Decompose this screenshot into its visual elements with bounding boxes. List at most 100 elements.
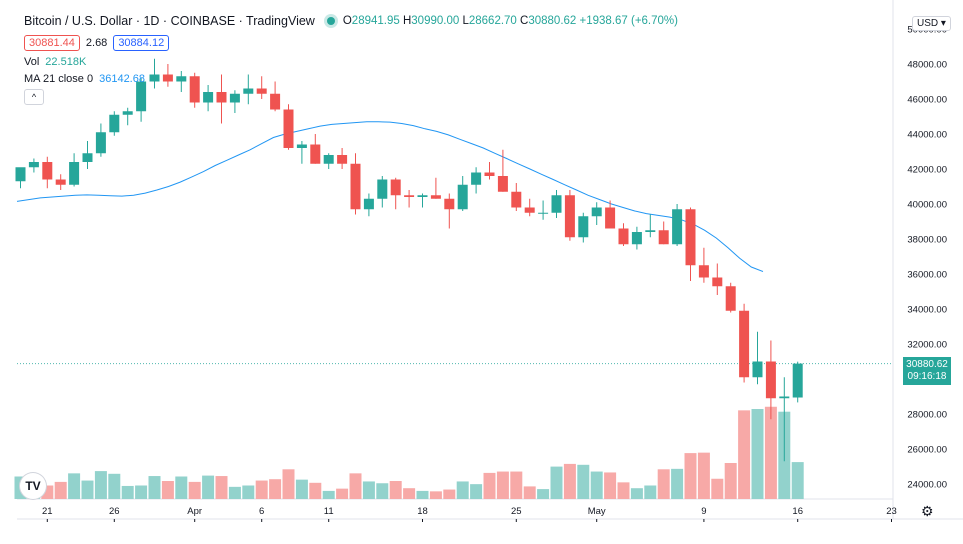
volume-bar (537, 489, 550, 499)
volume-bar (228, 486, 241, 499)
volume-bar (496, 471, 509, 499)
spread-value: 2.68 (85, 37, 108, 49)
ma-value: 36142.68 (99, 73, 145, 85)
volume-bar (94, 471, 107, 499)
candle-body (484, 172, 495, 176)
candle-body (216, 92, 227, 103)
volume-bar (617, 482, 630, 499)
y-tick-label: 44000.00 (907, 130, 947, 141)
y-tick-label: 32000.00 (907, 340, 947, 351)
candle-body (310, 144, 321, 164)
volume-bar (389, 481, 402, 499)
volume-bar (336, 488, 349, 499)
volume-bar (751, 409, 764, 499)
candle-body (538, 212, 549, 214)
gear-icon[interactable]: ⚙ (921, 503, 934, 519)
volume-bar (295, 479, 308, 499)
trade-prices: 30881.44 2.68 30884.12 (24, 35, 170, 51)
volume-bar (657, 469, 670, 499)
volume-bar (697, 452, 710, 499)
volume-bar (322, 490, 335, 499)
volume-bar (416, 490, 429, 499)
candle-body (55, 179, 66, 185)
candle-body (203, 92, 214, 103)
candle-body (82, 153, 93, 162)
candle-body (765, 361, 776, 399)
candle-body (792, 363, 803, 398)
volume-bar (510, 471, 523, 499)
volume-bar (738, 410, 751, 499)
candle-body (752, 361, 763, 378)
currency-label: USD (917, 18, 939, 29)
volume-bar (121, 485, 134, 499)
currency-selector[interactable]: USD ▾ (912, 16, 951, 31)
volume-bar (590, 471, 603, 499)
volume-bar (764, 406, 777, 499)
buy-price-button[interactable]: 30884.12 (113, 35, 170, 51)
volume-bar (403, 488, 416, 499)
y-tick-label: 40000.00 (907, 200, 947, 211)
y-tick-label: 36000.00 (907, 270, 947, 281)
volume-bar (671, 468, 684, 499)
x-tick-label: Apr (187, 506, 202, 517)
candle-body (618, 228, 629, 245)
candle-body (497, 176, 508, 192)
ohlc-readout: O28941.95 H30990.00 L28662.70 C30880.62 … (342, 15, 678, 27)
chart-header: Bitcoin / U.S. Dollar · 1D · COINBASE · … (24, 14, 678, 28)
candle-body (658, 230, 669, 245)
last-price: 30880.62 (906, 359, 948, 370)
candle-body (28, 162, 39, 168)
volume-bar (215, 476, 228, 499)
volume-bar (791, 462, 804, 499)
candle-body (122, 111, 133, 115)
candle-body (363, 198, 374, 210)
volume-bar (724, 463, 737, 499)
candle-body (270, 93, 281, 110)
candle-body (524, 207, 535, 213)
volume-bar (309, 482, 322, 499)
tradingview-logo[interactable]: TV (20, 473, 46, 499)
candle-body (42, 162, 53, 180)
volume-bar (483, 472, 496, 499)
candle-body (323, 155, 334, 164)
candle-body (471, 172, 482, 185)
candle-body (377, 179, 388, 199)
volume-bar (523, 486, 536, 499)
volume-bar (54, 481, 67, 499)
sell-price-button[interactable]: 30881.44 (24, 35, 80, 51)
candle-body (15, 167, 26, 182)
candle-body (645, 230, 656, 232)
candle-body (337, 155, 348, 164)
volume-bar (470, 484, 483, 499)
candle-body (95, 132, 106, 154)
ma-legend[interactable]: MA 21 close 0 36142.68 (24, 73, 145, 85)
candle-body (511, 191, 522, 208)
candle-body (243, 88, 254, 94)
volume-value: 22.518K (45, 56, 87, 68)
candle-body (779, 396, 790, 399)
collapse-legend-button[interactable]: ^ (24, 89, 44, 105)
candle-body (605, 207, 616, 229)
candle-body (149, 74, 160, 82)
candle-body (457, 184, 468, 210)
candle-body (698, 265, 709, 278)
y-tick-label: 26000.00 (907, 445, 947, 456)
volume-bar (630, 488, 643, 499)
volume-bar (711, 478, 724, 499)
y-tick-label: 48000.00 (907, 60, 947, 71)
candle-body (136, 81, 147, 112)
candle-body (229, 93, 240, 103)
candle-body (444, 198, 455, 210)
volume-bar (349, 473, 362, 499)
volume-bar (135, 485, 148, 499)
candle-body (189, 76, 200, 103)
y-tick-label: 28000.00 (907, 410, 947, 421)
x-tick-label: 16 (792, 506, 803, 517)
symbol-title[interactable]: Bitcoin / U.S. Dollar · 1D · COINBASE · … (24, 14, 315, 28)
volume-bar (443, 489, 456, 499)
volume-bar (188, 481, 201, 499)
last-price-tag: 30880.62 09:16:18 (903, 357, 951, 385)
candle-body (69, 162, 80, 185)
volume-legend[interactable]: Vol 22.518K (24, 56, 87, 68)
